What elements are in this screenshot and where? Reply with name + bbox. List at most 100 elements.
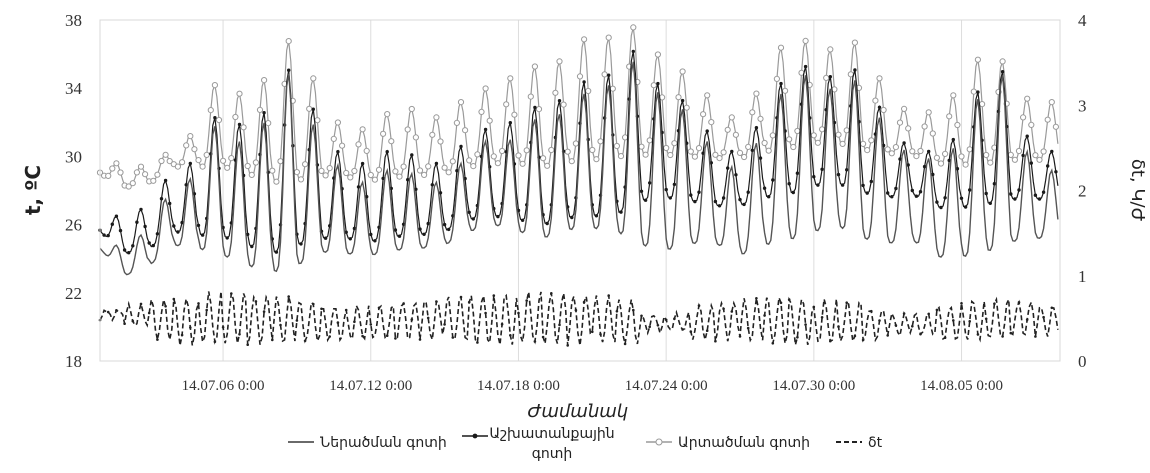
series-point-1 <box>147 241 151 245</box>
series-point-2 <box>207 107 214 114</box>
series-point-2 <box>416 167 424 174</box>
series-point-3 <box>197 302 200 305</box>
series-point-3 <box>394 337 397 340</box>
y-axis-title: t, ºC <box>21 165 45 215</box>
series-point-1 <box>422 232 426 236</box>
series-point-1 <box>894 186 898 191</box>
legend-label: Արտածման գոտի <box>678 435 810 451</box>
series-point-1 <box>496 214 500 219</box>
series-point-1 <box>1009 192 1013 196</box>
series-point-1 <box>955 167 960 171</box>
series-point-1 <box>968 188 972 192</box>
series-point-2 <box>605 34 612 41</box>
y2-tick-label: 0 <box>1078 352 1087 371</box>
series-point-3 <box>976 333 980 336</box>
series-point-3 <box>238 333 241 336</box>
series-point-3 <box>812 305 816 309</box>
series-point-2 <box>1020 114 1027 121</box>
series-point-1 <box>196 223 201 228</box>
series-point-2 <box>474 151 481 158</box>
series-point-3 <box>919 332 922 336</box>
series-point-2 <box>646 137 653 144</box>
series-point-2 <box>876 75 883 82</box>
legend-marker <box>472 433 478 439</box>
series-point-3 <box>574 308 578 312</box>
series-point-1 <box>323 236 328 240</box>
series-point-3 <box>1001 335 1004 338</box>
series-point-1 <box>717 204 722 208</box>
series-point-1 <box>168 201 172 206</box>
series-point-2 <box>137 163 145 170</box>
series-point-2 <box>548 146 555 154</box>
series-point-3 <box>525 299 528 302</box>
series-point-3 <box>1017 301 1021 304</box>
series-point-3 <box>993 302 996 306</box>
series-point-2 <box>638 143 645 150</box>
series-point-2 <box>359 126 366 133</box>
series-point-2 <box>273 178 280 185</box>
series-point-1 <box>959 196 964 200</box>
series-point-1 <box>726 166 730 170</box>
series-point-2 <box>433 114 440 121</box>
series-point-3 <box>632 308 635 312</box>
series-point-2 <box>749 109 756 116</box>
series-point-2 <box>425 163 432 170</box>
series-point-2 <box>248 171 255 178</box>
series-point-3 <box>369 323 373 326</box>
series-point-2 <box>728 114 735 121</box>
series-point-3 <box>320 307 323 311</box>
series-point-3 <box>779 301 783 305</box>
series-point-3 <box>1025 318 1029 321</box>
series-point-2 <box>860 140 867 147</box>
series-point-3 <box>550 292 553 295</box>
series-point-3 <box>935 308 939 312</box>
series-point-1 <box>188 161 192 166</box>
series-point-2 <box>609 85 616 92</box>
series-point-3 <box>287 295 291 298</box>
series-point-2 <box>265 120 272 127</box>
series-point-3 <box>714 339 717 343</box>
series-point-1 <box>360 161 365 166</box>
series-point-2 <box>129 180 136 187</box>
series-point-2 <box>1028 121 1035 129</box>
series-point-1 <box>381 176 385 181</box>
series-point-2 <box>687 148 694 155</box>
series-point-1 <box>779 81 783 86</box>
series-point-1 <box>274 250 279 254</box>
series-point-2 <box>777 44 785 51</box>
series-point-1 <box>664 187 668 192</box>
series-point-2 <box>252 159 259 166</box>
series-point-1 <box>771 178 775 182</box>
series-point-1 <box>520 218 525 222</box>
series-point-2 <box>1048 99 1055 106</box>
series-point-1 <box>155 232 160 236</box>
series-point-1 <box>922 164 927 169</box>
series-point-1 <box>442 222 447 227</box>
series-point-2 <box>285 38 292 45</box>
series-point-3 <box>106 310 110 314</box>
series-point-3 <box>787 298 791 301</box>
series-point-1 <box>668 196 672 200</box>
series-point-1 <box>127 251 131 255</box>
series-point-2 <box>765 147 772 154</box>
series-point-1 <box>508 121 512 125</box>
series-point-2 <box>761 139 768 147</box>
series-point-2 <box>716 155 723 162</box>
series-point-2 <box>753 90 760 97</box>
series-point-3 <box>443 323 446 326</box>
series-point-2 <box>581 36 588 43</box>
series-point-1 <box>713 199 718 204</box>
series-point-2 <box>1044 116 1051 123</box>
series-point-3 <box>664 318 668 322</box>
series-point-1 <box>886 191 890 195</box>
series-point-1 <box>250 244 254 249</box>
series-point-2 <box>663 144 670 152</box>
series-point-2 <box>113 160 120 167</box>
series-point-3 <box>541 335 545 339</box>
series-point-1 <box>918 190 923 194</box>
series-point-3 <box>730 310 734 313</box>
series-point-2 <box>179 159 186 166</box>
series-point-2 <box>355 141 362 148</box>
series-point-1 <box>976 90 980 94</box>
series-point-1 <box>845 168 849 172</box>
